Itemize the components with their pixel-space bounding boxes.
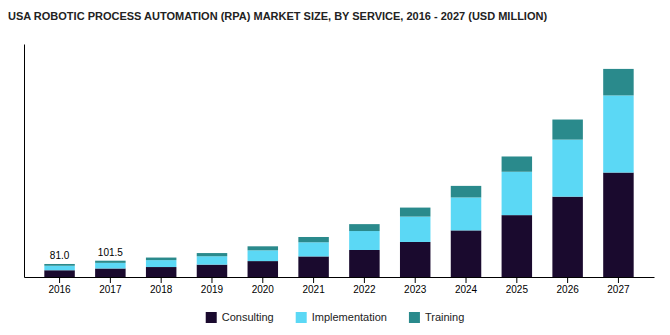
x-tick-label: 2018 <box>150 284 173 295</box>
annotation: 101.5 <box>98 247 123 258</box>
bar <box>502 215 532 277</box>
bar <box>146 258 176 261</box>
bar <box>552 120 582 140</box>
series-bars <box>44 95 633 270</box>
x-tick: 2023 <box>404 277 427 295</box>
x-tick-mark <box>466 277 467 283</box>
bar <box>197 256 227 264</box>
x-tick: 2018 <box>150 277 173 295</box>
x-tick-label: 2017 <box>99 284 122 295</box>
plot: 2016 2017 2018 2019 2020 2021 2022 2023 2024 2025… <box>25 45 655 296</box>
x-tick-label: 2020 <box>252 284 275 295</box>
x-tick-mark <box>364 277 365 283</box>
x-tick-label: 2016 <box>48 284 71 295</box>
bar <box>552 140 582 197</box>
legend-label: Training <box>425 311 464 323</box>
legend-item: Consulting <box>206 311 274 323</box>
x-tick: 2016 <box>48 277 71 295</box>
x-tick-label: 2027 <box>607 284 630 295</box>
legend-label: Consulting <box>222 311 274 323</box>
y-axis-line <box>24 45 25 278</box>
bar <box>146 267 176 277</box>
x-tick: 2021 <box>302 277 325 295</box>
x-tick: 2024 <box>455 277 478 295</box>
bar <box>248 246 278 250</box>
bar <box>502 172 532 215</box>
bar <box>197 265 227 277</box>
legend-item: Implementation <box>296 311 387 323</box>
x-tick-mark <box>516 277 517 283</box>
bar <box>451 197 481 230</box>
bar <box>248 261 278 277</box>
bar <box>95 261 125 263</box>
x-tick-label: 2022 <box>353 284 376 295</box>
series-bars <box>44 69 633 266</box>
legend-swatch <box>206 312 217 323</box>
x-tick-label: 2023 <box>404 284 427 295</box>
chart: USA ROBOTIC PROCESS AUTOMATION (RPA) MAR… <box>0 0 670 335</box>
bar <box>95 268 125 277</box>
x-tick-mark <box>161 277 162 283</box>
bar <box>400 217 430 242</box>
bar <box>349 250 379 277</box>
bar <box>197 253 227 256</box>
x-tick: 2020 <box>252 277 275 295</box>
x-axis-line <box>25 277 655 278</box>
x-tick-mark <box>567 277 568 283</box>
legend-swatch <box>296 312 307 323</box>
x-tick-label: 2024 <box>455 284 478 295</box>
bar <box>552 197 582 277</box>
bar <box>349 231 379 250</box>
legend-item: Training <box>409 311 464 323</box>
y-axis <box>24 45 25 278</box>
x-tick-mark <box>59 277 60 283</box>
x-tick: 2027 <box>607 277 630 295</box>
title: USA ROBOTIC PROCESS AUTOMATION (RPA) MAR… <box>8 10 547 22</box>
x-tick-mark <box>110 277 111 283</box>
bar <box>400 242 430 277</box>
x-tick: 2026 <box>557 277 580 295</box>
x-tick-mark <box>262 277 263 283</box>
x-tick-mark <box>313 277 314 283</box>
x-tick-label: 2025 <box>506 284 529 295</box>
legend-swatch <box>409 312 420 323</box>
legend-label: Implementation <box>312 311 387 323</box>
bar <box>298 237 328 242</box>
bar <box>603 95 633 172</box>
bar <box>298 256 328 277</box>
bar <box>146 260 176 267</box>
series-bars <box>44 173 633 277</box>
bar <box>44 270 74 277</box>
bar <box>248 250 278 261</box>
bars <box>44 69 633 277</box>
x-axis: 2016 2017 2018 2019 2020 2021 2022 2023 2024 2025… <box>25 277 655 295</box>
x-tick: 2022 <box>353 277 376 295</box>
bar <box>603 69 633 96</box>
bar <box>95 263 125 269</box>
x-tick-mark <box>618 277 619 283</box>
x-tick: 2025 <box>506 277 529 295</box>
x-tick-mark <box>211 277 212 283</box>
x-tick-label: 2026 <box>557 284 580 295</box>
bar <box>44 264 74 266</box>
annotation: 81.0 <box>50 250 70 261</box>
x-tick: 2017 <box>99 277 122 295</box>
x-tick-mark <box>415 277 416 283</box>
bar <box>349 224 379 231</box>
x-tick-label: 2019 <box>201 284 224 295</box>
bar <box>44 266 74 270</box>
bar <box>603 173 633 277</box>
bar <box>451 230 481 277</box>
bar <box>400 208 430 217</box>
bar <box>451 186 481 198</box>
bar <box>298 242 328 256</box>
bar <box>502 156 532 171</box>
legend: Consulting Implementation Training <box>206 311 465 323</box>
x-tick: 2019 <box>201 277 224 295</box>
x-tick-label: 2021 <box>302 284 325 295</box>
